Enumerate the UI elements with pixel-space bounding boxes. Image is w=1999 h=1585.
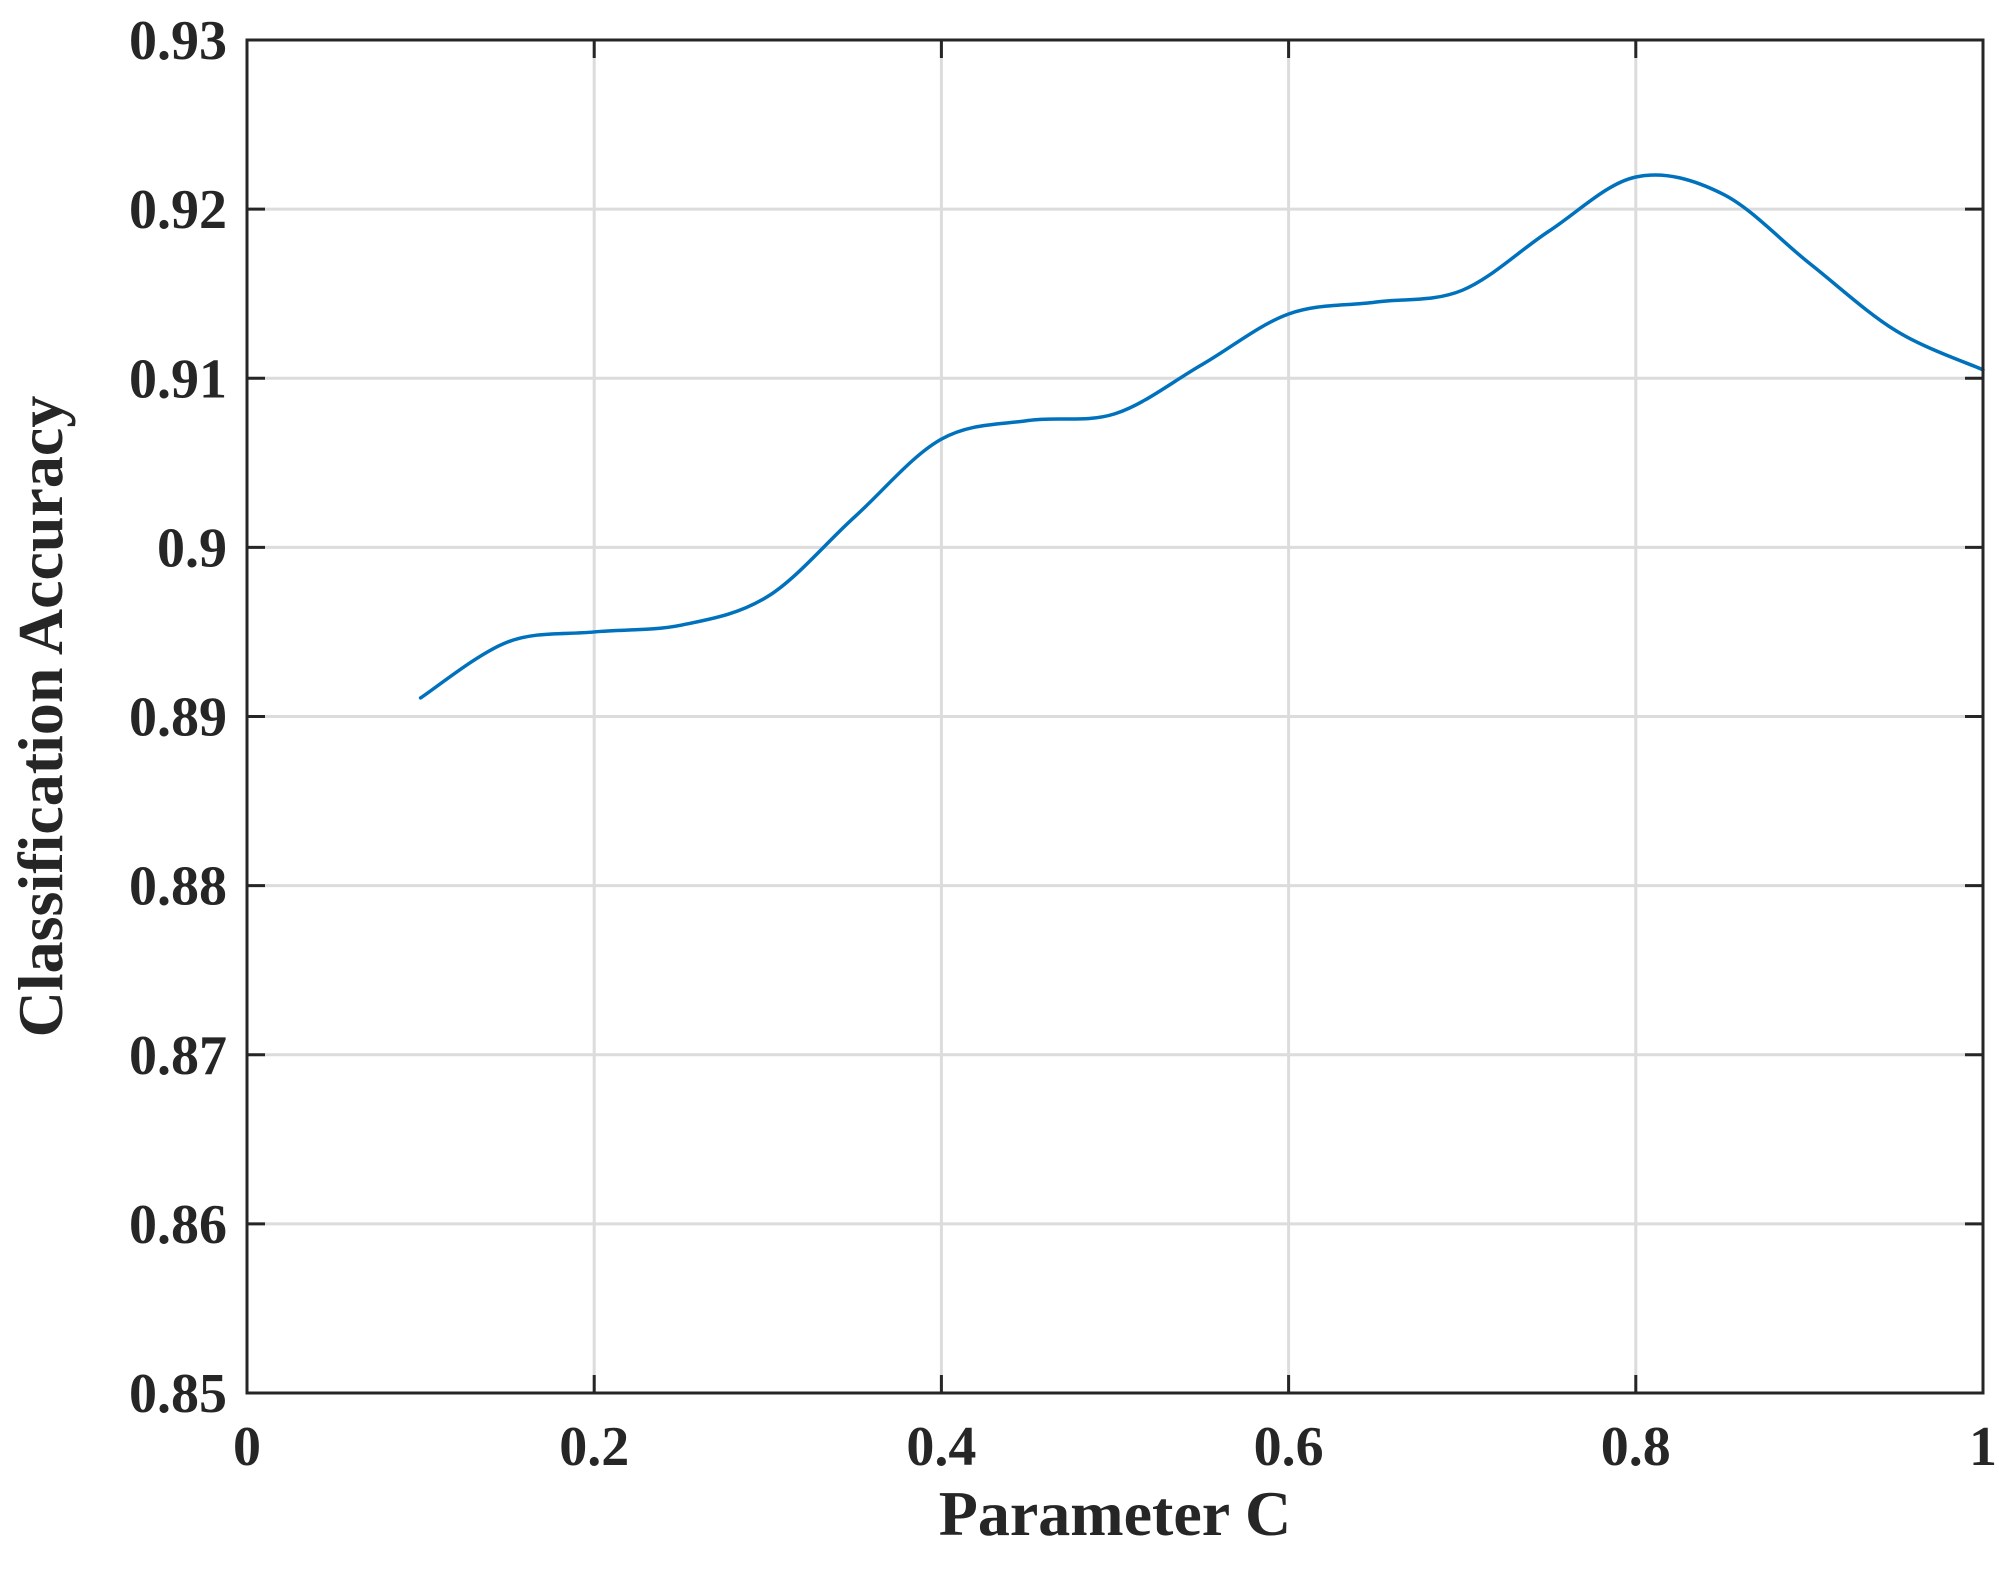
y-tick-label: 0.89 [129, 687, 227, 749]
y-tick-label: 0.88 [129, 856, 227, 918]
y-tick-label: 0.9 [157, 517, 227, 579]
x-tick-label: 0.4 [906, 1416, 976, 1478]
x-axis-title: Parameter C [939, 1478, 1291, 1549]
series-line [418, 173, 1985, 700]
y-tick-label: 0.85 [129, 1363, 227, 1425]
y-tick-label: 0.92 [129, 179, 227, 241]
x-tick-label: 0 [233, 1416, 261, 1478]
y-tick-label: 0.91 [129, 348, 227, 410]
plot-series [418, 173, 1985, 700]
x-tick-label: 1 [1969, 1416, 1997, 1478]
y-tick-label: 0.86 [129, 1194, 227, 1256]
y-axis-title: Classification Accuracy [5, 396, 76, 1038]
y-tick-label: 0.93 [129, 10, 227, 72]
x-tick-label: 0.8 [1601, 1416, 1671, 1478]
tick-labels: 0 0.2 0.4 0.6 0.8 1 0.85 0.86 0.87 0.88 0.89 0.9 0.9… [129, 10, 1997, 1478]
x-tick-label: 0.6 [1254, 1416, 1324, 1478]
x-tick-label: 0.2 [559, 1416, 629, 1478]
grid-lines [247, 40, 1983, 1393]
tick-marks [245, 38, 1985, 1395]
y-tick-label: 0.87 [129, 1025, 227, 1087]
